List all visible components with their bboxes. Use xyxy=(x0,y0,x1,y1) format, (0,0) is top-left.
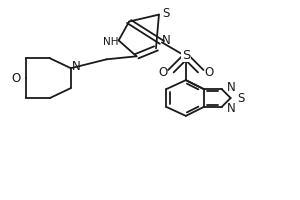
Text: N: N xyxy=(227,102,236,115)
Text: O: O xyxy=(158,66,167,79)
Text: N: N xyxy=(162,34,171,47)
Text: N: N xyxy=(227,81,236,94)
Text: S: S xyxy=(182,49,190,62)
Text: NH: NH xyxy=(103,37,118,47)
Text: N: N xyxy=(72,60,81,73)
Text: S: S xyxy=(162,7,169,20)
Text: S: S xyxy=(237,92,244,105)
Text: O: O xyxy=(11,72,21,85)
Text: O: O xyxy=(204,66,214,79)
